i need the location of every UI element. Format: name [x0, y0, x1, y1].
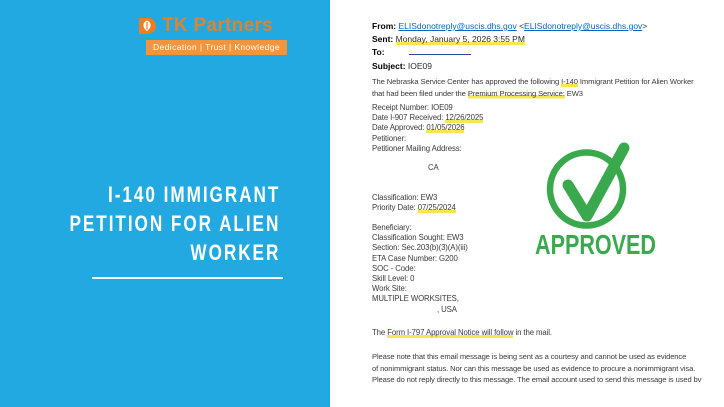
email-header: From: ELISdonotreply@uscis.dhs.gov <ELIS…	[372, 20, 647, 73]
from-bracket-close: >	[642, 21, 648, 31]
email-to-row: To:	[372, 46, 647, 59]
email-intro-paragraph: The Nebraska Service Center has approved…	[372, 76, 694, 100]
worksite-name-row: MULTIPLE WORKSITES,	[372, 294, 459, 304]
date-received-label: Date I-907 Received:	[372, 113, 446, 123]
intro-l1b: Immigrant Petition for Alien Worker	[577, 77, 694, 86]
beneficiary-row: Beneficiary:	[372, 223, 412, 232]
leaf-logo-icon	[137, 16, 157, 36]
subject-label: Subject:	[372, 60, 406, 71]
from-address-link-2[interactable]: ELISdonotreply@uscis.dhs.gov	[524, 21, 643, 31]
form797-b: in the mail.	[513, 328, 552, 337]
classification-sought-row: Classification Sought: EW3	[372, 233, 464, 243]
disclaimer-line3: Please do not reply directly to this mes…	[372, 375, 702, 385]
section-row: Section: Sec.203(b)(3)(A)(iii)	[372, 243, 468, 253]
priority-date-label: Priority Date:	[372, 203, 418, 213]
intro-l1a: The Nebraska Service Center has approved…	[372, 77, 562, 86]
classification-row: Classification: EW3	[372, 193, 438, 202]
brand-tagline: Dedication | Trust | Knowledge	[146, 40, 287, 55]
sent-datetime: Monday, January 5, 2026 3:55 PM	[395, 34, 525, 46]
email-from-row: From: ELISdonotreply@uscis.dhs.gov <ELIS…	[372, 20, 647, 33]
date-approved-value: 01/05/2026	[426, 123, 465, 134]
sent-label: Sent:	[372, 34, 394, 45]
form797-notice: The Form I-797 Approval Notice will foll…	[372, 328, 552, 338]
soc-code-row: SOC - Code:	[372, 263, 416, 273]
disclaimer-line1: Please note that this email message is b…	[372, 352, 687, 361]
to-recipient-redaction-line	[408, 46, 471, 56]
intro-highlight-premium: Premium Processing Service:	[467, 88, 565, 99]
date-received-row: Date I-907 Received: 12/26/2025	[372, 113, 484, 124]
petitioner-row: Petitioner:	[372, 133, 407, 143]
approved-checkmark-icon	[546, 142, 630, 229]
email-sent-row: Sent: Monday, January 5, 2026 3:55 PM	[372, 33, 647, 46]
brand-panel: TK Partners Dedication | Trust | Knowled…	[0, 0, 330, 407]
intro-line1: The Nebraska Service Center has approved…	[372, 76, 694, 88]
form797-highlight: Form I-797 Approval Notice will follow	[387, 328, 514, 338]
priority-date-value: 07/25/2024	[417, 203, 456, 214]
page-title: I-140 IMMIGRANT PETITION FOR ALIEN WORKE…	[69, 180, 280, 267]
intro-l2b: EW3	[564, 88, 583, 98]
intro-l2a: that had been filed under the	[372, 88, 468, 98]
beneficiary-details: Beneficiary: Classification Sought: EW3 …	[372, 223, 468, 315]
page-title-line2: PETITION FOR ALIEN	[69, 211, 280, 236]
receipt-details: Receipt Number: IOE09 Date I-907 Receive…	[372, 103, 483, 154]
intro-line2: that had been filed under the Premium Pr…	[372, 88, 694, 100]
title-underline-divider	[92, 277, 283, 279]
from-bracket-open: <	[516, 21, 525, 31]
receipt-number-row: Receipt Number: IOE09	[372, 103, 453, 112]
to-label: To:	[372, 47, 385, 58]
work-site-row: Work Site:	[372, 284, 407, 294]
disclaimer-line2: of nonimmigrant status. Nor can this mes…	[372, 363, 696, 373]
date-received-value: 12/26/2025	[445, 113, 484, 124]
petitioner-mailing-row: Petitioner Mailing Address:	[372, 143, 462, 153]
brand-logo: TK Partners Dedication | Trust | Knowled…	[137, 15, 287, 55]
email-panel: From: ELISdonotreply@uscis.dhs.gov <ELIS…	[330, 0, 724, 407]
page-title-line3: WORKER	[190, 240, 280, 265]
page-title-line1: I-140 IMMIGRANT	[107, 182, 280, 207]
skill-level-row: Skill Level: 0	[372, 274, 415, 284]
classification-details: Classification: EW3 Priority Date: 07/25…	[372, 193, 456, 214]
intro-highlight-i140: I-140	[561, 77, 578, 87]
date-approved-label: Date Approved:	[372, 123, 427, 133]
subject-value: IOE09	[407, 60, 433, 71]
form797-a: The	[372, 328, 388, 337]
from-address-link[interactable]: ELISdonotreply@uscis.dhs.gov	[398, 21, 517, 31]
worksite-country-row: , USA	[437, 304, 457, 314]
email-subject-row: Subject: IOE09	[372, 60, 647, 73]
brand-name: TK Partners	[162, 15, 274, 36]
date-approved-row: Date Approved: 01/05/2026	[372, 123, 483, 134]
from-label: From:	[372, 21, 397, 31]
eta-case-row: ETA Case Number: G200	[372, 253, 458, 263]
priority-date-row: Priority Date: 07/25/2024	[372, 203, 456, 214]
approved-stamp-label: APPROVED	[535, 229, 657, 260]
petitioner-state: CA	[428, 163, 439, 172]
email-disclaimer: Please note that this email message is b…	[372, 351, 701, 386]
